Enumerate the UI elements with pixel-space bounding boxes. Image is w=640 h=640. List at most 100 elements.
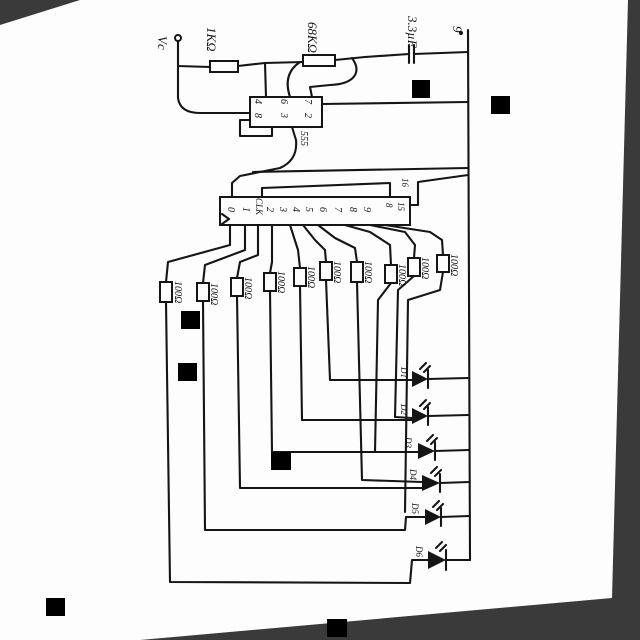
output-label-9: 9 [361,207,372,212]
label-clk: CLK [254,198,264,216]
led-label-6: D6 [414,545,424,557]
resistor-label-8: 100Ω [396,264,407,286]
output-label-7: 7 [332,207,343,213]
pin-label-555-7: 7 [302,99,313,105]
output-wire-10 [383,223,445,257]
output-label-8: 8 [347,207,358,212]
resistor-r6 [319,261,333,281]
marker-block [327,619,347,637]
led-4 [422,465,443,494]
led-label-1: D1 [399,366,409,378]
output-label-4: 4 [290,207,301,212]
marker-block [412,80,430,98]
led-wire-7 [355,280,424,484]
led-label-5: D5 [410,502,420,514]
label-r1: 1KΩ [204,27,219,52]
output-label-2: 2 [264,207,275,212]
label-555: 555 [298,131,309,146]
led-3 [418,433,439,462]
resistor-r1 [159,281,173,303]
output-label-1: 1 [240,207,251,212]
marker-block [271,452,291,470]
pin-label-4017-15: 15 [396,202,406,212]
marker-block [491,96,510,114]
output-wire-4 [268,223,274,275]
ground-rail [466,28,472,562]
background-corner-top-left [0,0,80,25]
output-label-3: 3 [277,206,288,212]
led-wires [164,270,472,585]
label-vc: Vc [155,36,170,50]
wire-cap-to-rail [412,50,470,56]
wire-555-output-to-clock [230,125,298,199]
resistor-label-3: 100Ω [242,277,253,299]
output-wire-3 [235,223,260,280]
resistor-r10 [436,254,450,273]
resistor-label-6: 100Ω [331,261,342,283]
pin-label-4017-8: 8 [384,203,394,208]
resistor-r2 [196,282,210,302]
output-wires [164,223,445,285]
resistor-label-4: 100Ω [275,271,286,293]
led-cathode-wires [426,376,472,562]
pin-label-4017-16: 16 [400,178,410,188]
wire-supply-top [251,166,470,174]
output-label-0: 0 [225,207,236,212]
wire-r2-to-cap [333,52,411,62]
resistor-r5 [293,267,307,287]
resistor-label-1: 100Ω [172,281,183,303]
leds [412,361,448,572]
ic-4017 [219,196,411,226]
resistor-label-7: 100Ω [362,261,373,283]
supply-terminal [459,31,463,35]
led-wire-6 [324,278,414,382]
wire-threshold [308,56,358,99]
wire-555-ground [238,118,274,138]
led-2 [412,398,432,427]
resistor-r9 [407,257,421,277]
led-label-3: D3 [403,436,413,448]
resistor-r7 [350,261,364,283]
clock-arrow [220,212,231,226]
resistor-1k [209,60,239,73]
pin-label-555-3: 3 [278,112,289,118]
led-resistors [159,254,450,303]
output-wire-5 [288,223,302,270]
resistor-r8 [384,264,398,284]
marker-block [178,363,197,381]
resistor-label-10: 100Ω [448,254,459,276]
resistor-r4 [263,272,277,292]
pin-label-555-6: 6 [278,99,289,104]
led-wire-2 [201,299,427,532]
led-label-2: D2 [399,403,409,415]
led-wire-9 [393,274,416,420]
output-wire-8 [343,223,393,267]
output-wire-6 [301,223,328,264]
output-wire-2 [201,223,247,285]
marker-block [181,311,200,329]
output-label-6: 6 [317,207,328,212]
led-wire-8 [373,281,393,454]
resistor-68k [302,54,336,67]
label-r2: 68KΩ [305,22,320,53]
wire-vc-to-555 [176,64,252,115]
label-supply: 9 [450,26,465,33]
output-wire-1 [164,223,232,284]
ic-555 [249,96,323,128]
pin-label-555-8: 8 [252,113,263,118]
marker-block [46,598,65,616]
led-wire-10 [403,270,445,514]
led-wire-3 [235,294,424,490]
led-label-4: D4 [408,468,418,480]
resistor-label-5: 100Ω [305,266,316,288]
pin-label-555-2: 2 [302,113,313,118]
wire-4017-vcc [408,173,470,207]
wire-enable [260,181,392,199]
output-label-5: 5 [303,207,314,212]
wire-pin-to-rail [320,100,470,106]
wire-node-to-pin8 [263,61,268,99]
output-wire-7 [316,223,359,264]
pin-label-555-4: 4 [252,99,263,104]
resistor-label-2: 100Ω [208,283,219,305]
